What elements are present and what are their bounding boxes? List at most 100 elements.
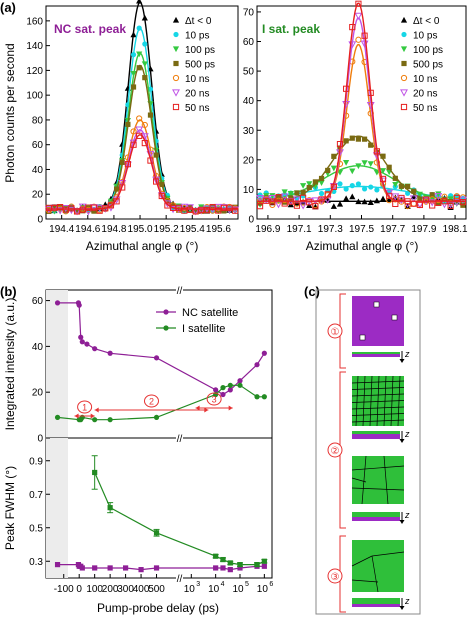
legend-marker [400,103,408,111]
x-tick-label: 197.7 [380,224,405,235]
data-point [411,188,417,194]
i-satellite-point [92,417,98,423]
grain-film-medium [352,456,404,504]
data-point [232,207,239,214]
data-point [193,208,199,214]
region-label-circle [206,392,222,406]
data-point [68,205,75,212]
data-point [373,148,380,155]
y-tick-label: 0.9 [29,456,43,467]
i-satellite-point [254,394,260,400]
x-tick-label-base: 10 [208,584,220,595]
stage-label-circle [327,323,343,339]
z-label: z [404,349,410,359]
data-point [130,71,137,77]
data-point [112,196,121,204]
data-point [130,31,137,38]
nc-satellite-point [78,334,84,340]
grain-boundary [390,375,394,427]
data-point [280,193,289,201]
data-point [379,177,387,185]
nc-fwhm-point [79,565,85,571]
data-point [367,161,374,167]
nc-satellite-point [153,355,160,361]
nc-film-cross [352,352,400,357]
region-label: 2 [149,397,154,407]
data-point [355,163,362,170]
z-arrowhead [399,520,405,524]
panel-b-bottom-ylabel: Peak FWHM (°) [3,466,17,550]
region-arrowhead [204,407,209,413]
grain-boundary [371,555,379,593]
y-tick-label: 160 [26,16,43,27]
data-point [113,198,120,205]
data-point [198,208,204,214]
data-point [209,203,216,211]
data-point [331,153,337,159]
data-point [130,141,137,148]
x-tick-label: 0 [76,584,82,595]
data-point [312,203,319,210]
fit-curve [257,2,466,202]
panel-label-c: (c) [304,284,320,299]
legend-marker [400,46,408,53]
stage-label: ③ [331,572,340,583]
y-tick-label: 0.7 [29,490,43,501]
x-tick-label: 197.9 [411,224,436,235]
x-tick-label: 195.6 [206,224,231,235]
x-tick-label-base: 10 [232,584,244,595]
x-tick-label: 100 [86,584,103,595]
data-point [330,165,337,172]
data-point [368,142,374,148]
data-point [349,23,356,31]
data-point [318,180,325,186]
z-arrowhead [399,439,405,443]
i-satellite-point [107,417,113,423]
data-point [135,126,144,134]
y-tick-label: 0 [37,215,43,226]
data-point [349,168,356,175]
i-satellite-point [220,385,226,391]
data-point [318,190,325,197]
data-point [147,157,154,164]
grain-boundary [383,375,387,427]
data-point [386,164,392,170]
data-point [343,186,349,192]
y-tick-label: 20 [243,155,255,166]
x-tick-label: 500 [148,584,165,595]
y-tick-label: 0 [248,215,254,226]
legend-marker [173,60,179,67]
data-point [343,195,350,202]
nc-satellite-point [79,339,85,345]
x-tick-label: 194.6 [75,224,100,235]
data-point [379,175,387,183]
panel-a-left-plot: NC sat. peak Photon counts per second Az… [3,5,239,253]
data-point [197,207,206,215]
nc-satellite-point [261,350,267,356]
x-tick-label-base: 10 [257,584,269,595]
data-point [404,198,411,205]
data-point [51,204,58,210]
panel-a-right-xlabel: Azimuthal angle φ (°) [306,239,419,253]
data-point [130,84,137,90]
y-tick-label: 0.5 [29,523,43,534]
data-point [124,161,131,168]
grain-boundary [361,455,367,505]
data-point [386,196,393,202]
data-point [287,191,294,197]
data-point [373,197,380,204]
data-point [275,193,282,200]
data-point [130,52,137,58]
nc-fwhm-point [138,567,144,573]
data-point [107,202,115,209]
data-point [441,193,448,200]
nc-satellite-point [213,387,219,393]
data-point [330,183,337,190]
data-point [349,193,356,200]
data-point [423,197,429,203]
legend-label: I satellite [182,323,225,335]
nc-satellite-point [76,302,82,308]
data-point [294,190,300,196]
data-point [275,194,282,201]
